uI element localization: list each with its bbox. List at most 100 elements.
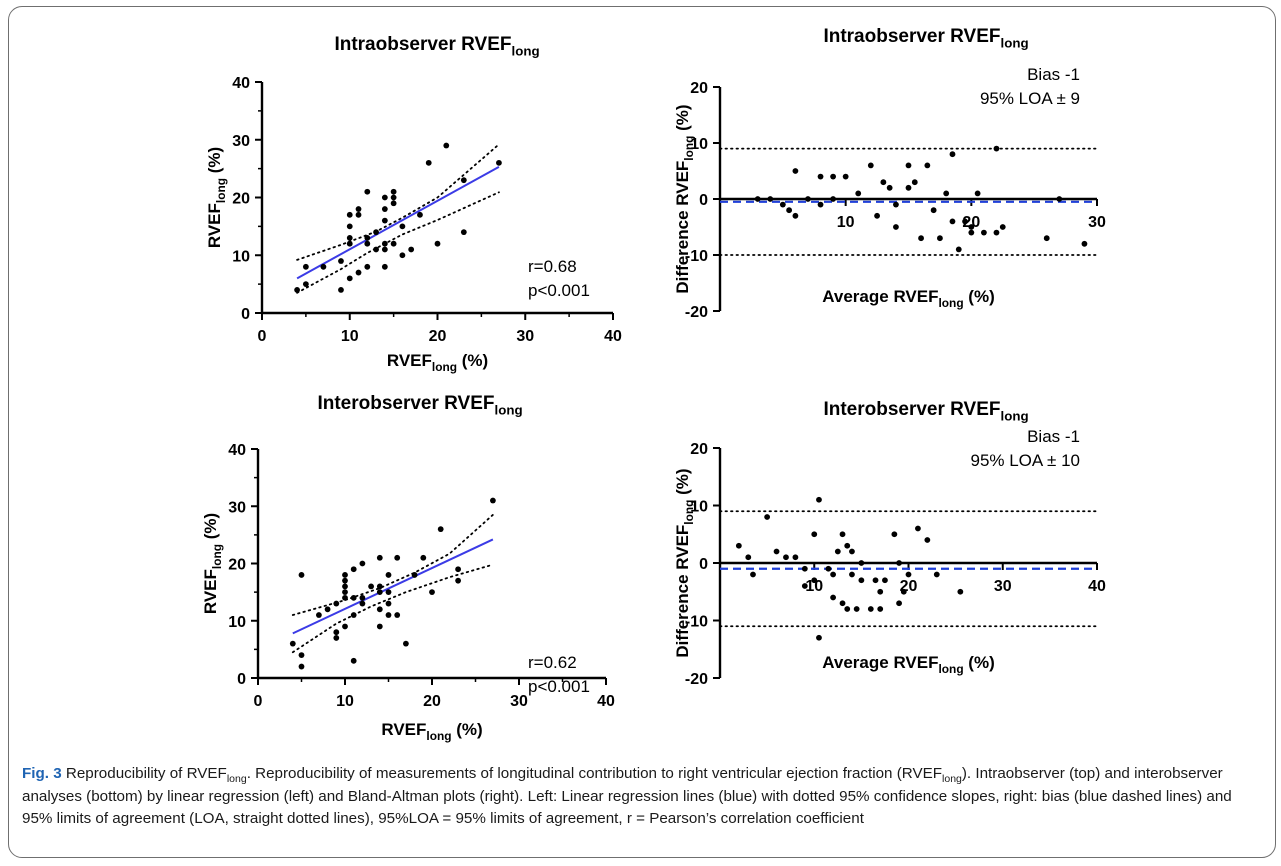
x-tick-label: 40 <box>1088 578 1106 595</box>
data-point <box>302 281 309 288</box>
data-point <box>937 235 943 242</box>
ci-upper-line <box>291 513 494 616</box>
data-point <box>364 263 371 270</box>
data-point <box>425 159 432 166</box>
y-tick-label: 10 <box>690 136 708 153</box>
x-tick-label: 20 <box>962 214 980 231</box>
chart-annotation: Bias -1 <box>1027 65 1080 84</box>
data-point <box>811 531 818 538</box>
data-point <box>877 606 884 612</box>
figure-caption: Fig. 3 Reproducibility of RVEFlong. Repr… <box>22 763 1262 831</box>
data-point <box>905 184 912 191</box>
data-point <box>957 588 964 595</box>
data-point <box>933 571 940 578</box>
y-tick-label: -20 <box>685 304 708 321</box>
data-point <box>754 196 761 202</box>
data-point <box>364 235 371 241</box>
data-point <box>342 589 348 596</box>
chart-xlabel-sub: long <box>432 360 457 374</box>
chart-ylabel-main: RVEF <box>201 569 220 614</box>
data-point <box>496 159 502 166</box>
data-point <box>359 594 366 601</box>
x-tick-label: 30 <box>1088 214 1106 231</box>
x-tick-label: 40 <box>597 693 615 710</box>
data-point <box>408 246 415 253</box>
data-point <box>981 229 987 236</box>
chart-annotation: r=0.68 <box>528 257 577 276</box>
data-point <box>786 207 793 214</box>
data-point <box>460 229 467 236</box>
data-point <box>298 572 305 578</box>
chart-xlabel-suffix: (%) <box>964 653 995 672</box>
data-point <box>974 190 981 197</box>
data-point <box>830 196 836 202</box>
chart-title: Intraobserver RVEFlong <box>823 26 1028 51</box>
data-point <box>333 629 340 636</box>
chart-annotation: r=0.62 <box>528 653 577 672</box>
data-point <box>918 235 924 242</box>
data-point <box>385 612 392 618</box>
data-point <box>346 235 353 241</box>
x-tick-label: 0 <box>258 328 267 345</box>
chart-xlabel-main: RVEF <box>381 720 426 739</box>
y-tick-label: -10 <box>685 614 708 631</box>
data-point <box>839 600 846 607</box>
figure-label: Fig. 3 <box>22 765 62 782</box>
data-point <box>355 206 362 212</box>
chart-annotation: p<0.001 <box>528 677 590 696</box>
data-point <box>385 589 392 596</box>
data-point <box>745 554 752 561</box>
caption-segment: Reproducibility of RVEF <box>61 765 227 782</box>
data-point <box>373 229 379 236</box>
data-point <box>302 263 309 270</box>
chart-xlabel-sub: long <box>938 662 963 676</box>
data-point <box>853 606 860 612</box>
y-tick-label: 0 <box>237 671 246 688</box>
data-point <box>399 223 406 230</box>
data-point <box>999 224 1006 230</box>
chart-ylabel-sub: long <box>682 136 696 161</box>
chart-ylabel: RVEFlong (%) <box>201 513 224 614</box>
data-point <box>855 190 862 197</box>
ci-lower-line <box>291 563 494 654</box>
data-point <box>390 194 397 201</box>
data-point <box>792 212 799 219</box>
data-point <box>801 583 808 589</box>
data-point <box>930 207 937 214</box>
data-point <box>839 531 846 538</box>
y-tick-label: 0 <box>699 556 708 573</box>
data-point <box>867 162 874 169</box>
data-point <box>390 188 397 195</box>
chart-xlabel-main: RVEF <box>387 351 432 370</box>
data-point <box>962 218 968 225</box>
data-point <box>844 606 851 612</box>
data-point <box>364 188 371 195</box>
data-point <box>411 572 418 578</box>
data-point <box>1081 240 1088 247</box>
data-point <box>373 246 379 253</box>
data-point <box>350 566 357 573</box>
data-point <box>811 577 818 584</box>
data-point <box>443 142 450 149</box>
data-point <box>849 571 855 578</box>
data-point <box>877 588 884 595</box>
data-point <box>338 287 344 293</box>
data-point <box>1043 235 1050 242</box>
figure-frame <box>8 6 1276 858</box>
x-tick-label: 10 <box>336 693 354 710</box>
data-point <box>767 196 774 202</box>
x-tick-label: 30 <box>510 693 528 710</box>
data-point <box>911 179 918 186</box>
data-point <box>350 594 357 601</box>
data-point <box>915 525 921 532</box>
chart-title: Interobserver RVEFlong <box>317 393 522 418</box>
data-point <box>403 640 409 647</box>
data-point <box>368 583 374 590</box>
y-tick-label: 10 <box>228 614 246 631</box>
data-point <box>834 548 841 555</box>
x-tick-label: 40 <box>604 328 622 345</box>
chart-ylabel: Difference RVEFlong (%) <box>673 104 696 293</box>
data-point <box>460 177 467 184</box>
